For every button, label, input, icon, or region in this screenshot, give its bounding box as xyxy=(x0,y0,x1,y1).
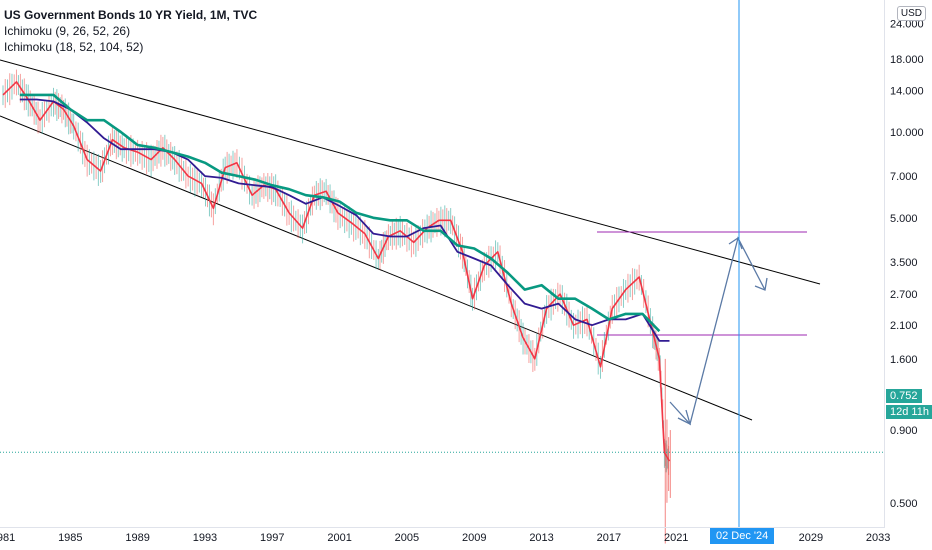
y-tick-label: 10.000 xyxy=(890,127,924,139)
x-tick-label: 2033 xyxy=(866,532,890,544)
y-tick-label: 14.000 xyxy=(890,85,924,97)
x-tick-label: 2005 xyxy=(395,532,419,544)
x-tick-label: 2009 xyxy=(462,532,486,544)
price-line xyxy=(2,81,671,462)
x-tick-label: 1989 xyxy=(125,532,149,544)
forecast-path xyxy=(669,236,766,426)
arrow-head xyxy=(677,409,692,426)
price-axis[interactable]: 24.000 18.000 14.000 10.000 7.000 5.000 3.500 2… xyxy=(890,19,924,510)
time-axis-border xyxy=(0,527,884,528)
x-tick-label: 1993 xyxy=(193,532,217,544)
range-lines xyxy=(597,231,807,336)
x-tick-label: 1981 xyxy=(0,532,15,544)
y-tick-label: 18.000 xyxy=(890,54,924,66)
y-tick-label: 3.500 xyxy=(890,257,918,269)
y-tick-label: 2.700 xyxy=(890,289,918,301)
cursor-date-tag: 02 Dec '24 xyxy=(710,528,775,544)
x-tick-label: 2029 xyxy=(799,532,823,544)
x-tick-label: 2017 xyxy=(597,532,621,544)
y-tick-label: 5.000 xyxy=(890,213,918,225)
upper-trendline xyxy=(0,59,821,285)
price-bars xyxy=(2,69,671,544)
y-tick-label: 0.500 xyxy=(890,498,918,510)
y-tick-label: 0.900 xyxy=(890,425,918,437)
x-tick-label: 2001 xyxy=(327,532,351,544)
y-tick-label: 1.600 xyxy=(890,354,918,366)
series-lines xyxy=(2,81,671,462)
y-tick-label: 2.100 xyxy=(890,320,918,332)
last-price-tag: 0.752 xyxy=(886,389,922,403)
y-tick-label: 24.000 xyxy=(890,19,924,31)
arrow-head xyxy=(728,237,743,250)
x-tick-label: 2013 xyxy=(529,532,553,544)
x-tick-label: 1985 xyxy=(58,532,82,544)
legend-indicator-2[interactable]: Ichimoku (18, 52, 104, 52) xyxy=(4,40,144,54)
forecast-arrows xyxy=(669,236,768,426)
countdown-tag: 12d 11h xyxy=(886,405,932,419)
arrow-head xyxy=(754,277,768,291)
y-tick-label: 7.000 xyxy=(890,171,918,183)
legend-indicator-1[interactable]: Ichimoku (9, 26, 52, 26) xyxy=(4,24,131,38)
price-axis-border xyxy=(884,0,885,528)
time-axis[interactable]: 1981 1985 1989 1993 1997 2001 2005 2009 2013 2017… xyxy=(0,532,890,544)
x-tick-label: 1997 xyxy=(260,532,284,544)
x-tick-label: 2021 xyxy=(664,532,688,544)
chart-legend: US Government Bonds 10 YR Yield, 1M, TVC… xyxy=(4,7,257,55)
base-line xyxy=(19,93,661,333)
conversion-line xyxy=(19,98,670,342)
legend-title[interactable]: US Government Bonds 10 YR Yield, 1M, TVC xyxy=(4,8,258,22)
currency-badge[interactable]: USD xyxy=(896,6,926,21)
